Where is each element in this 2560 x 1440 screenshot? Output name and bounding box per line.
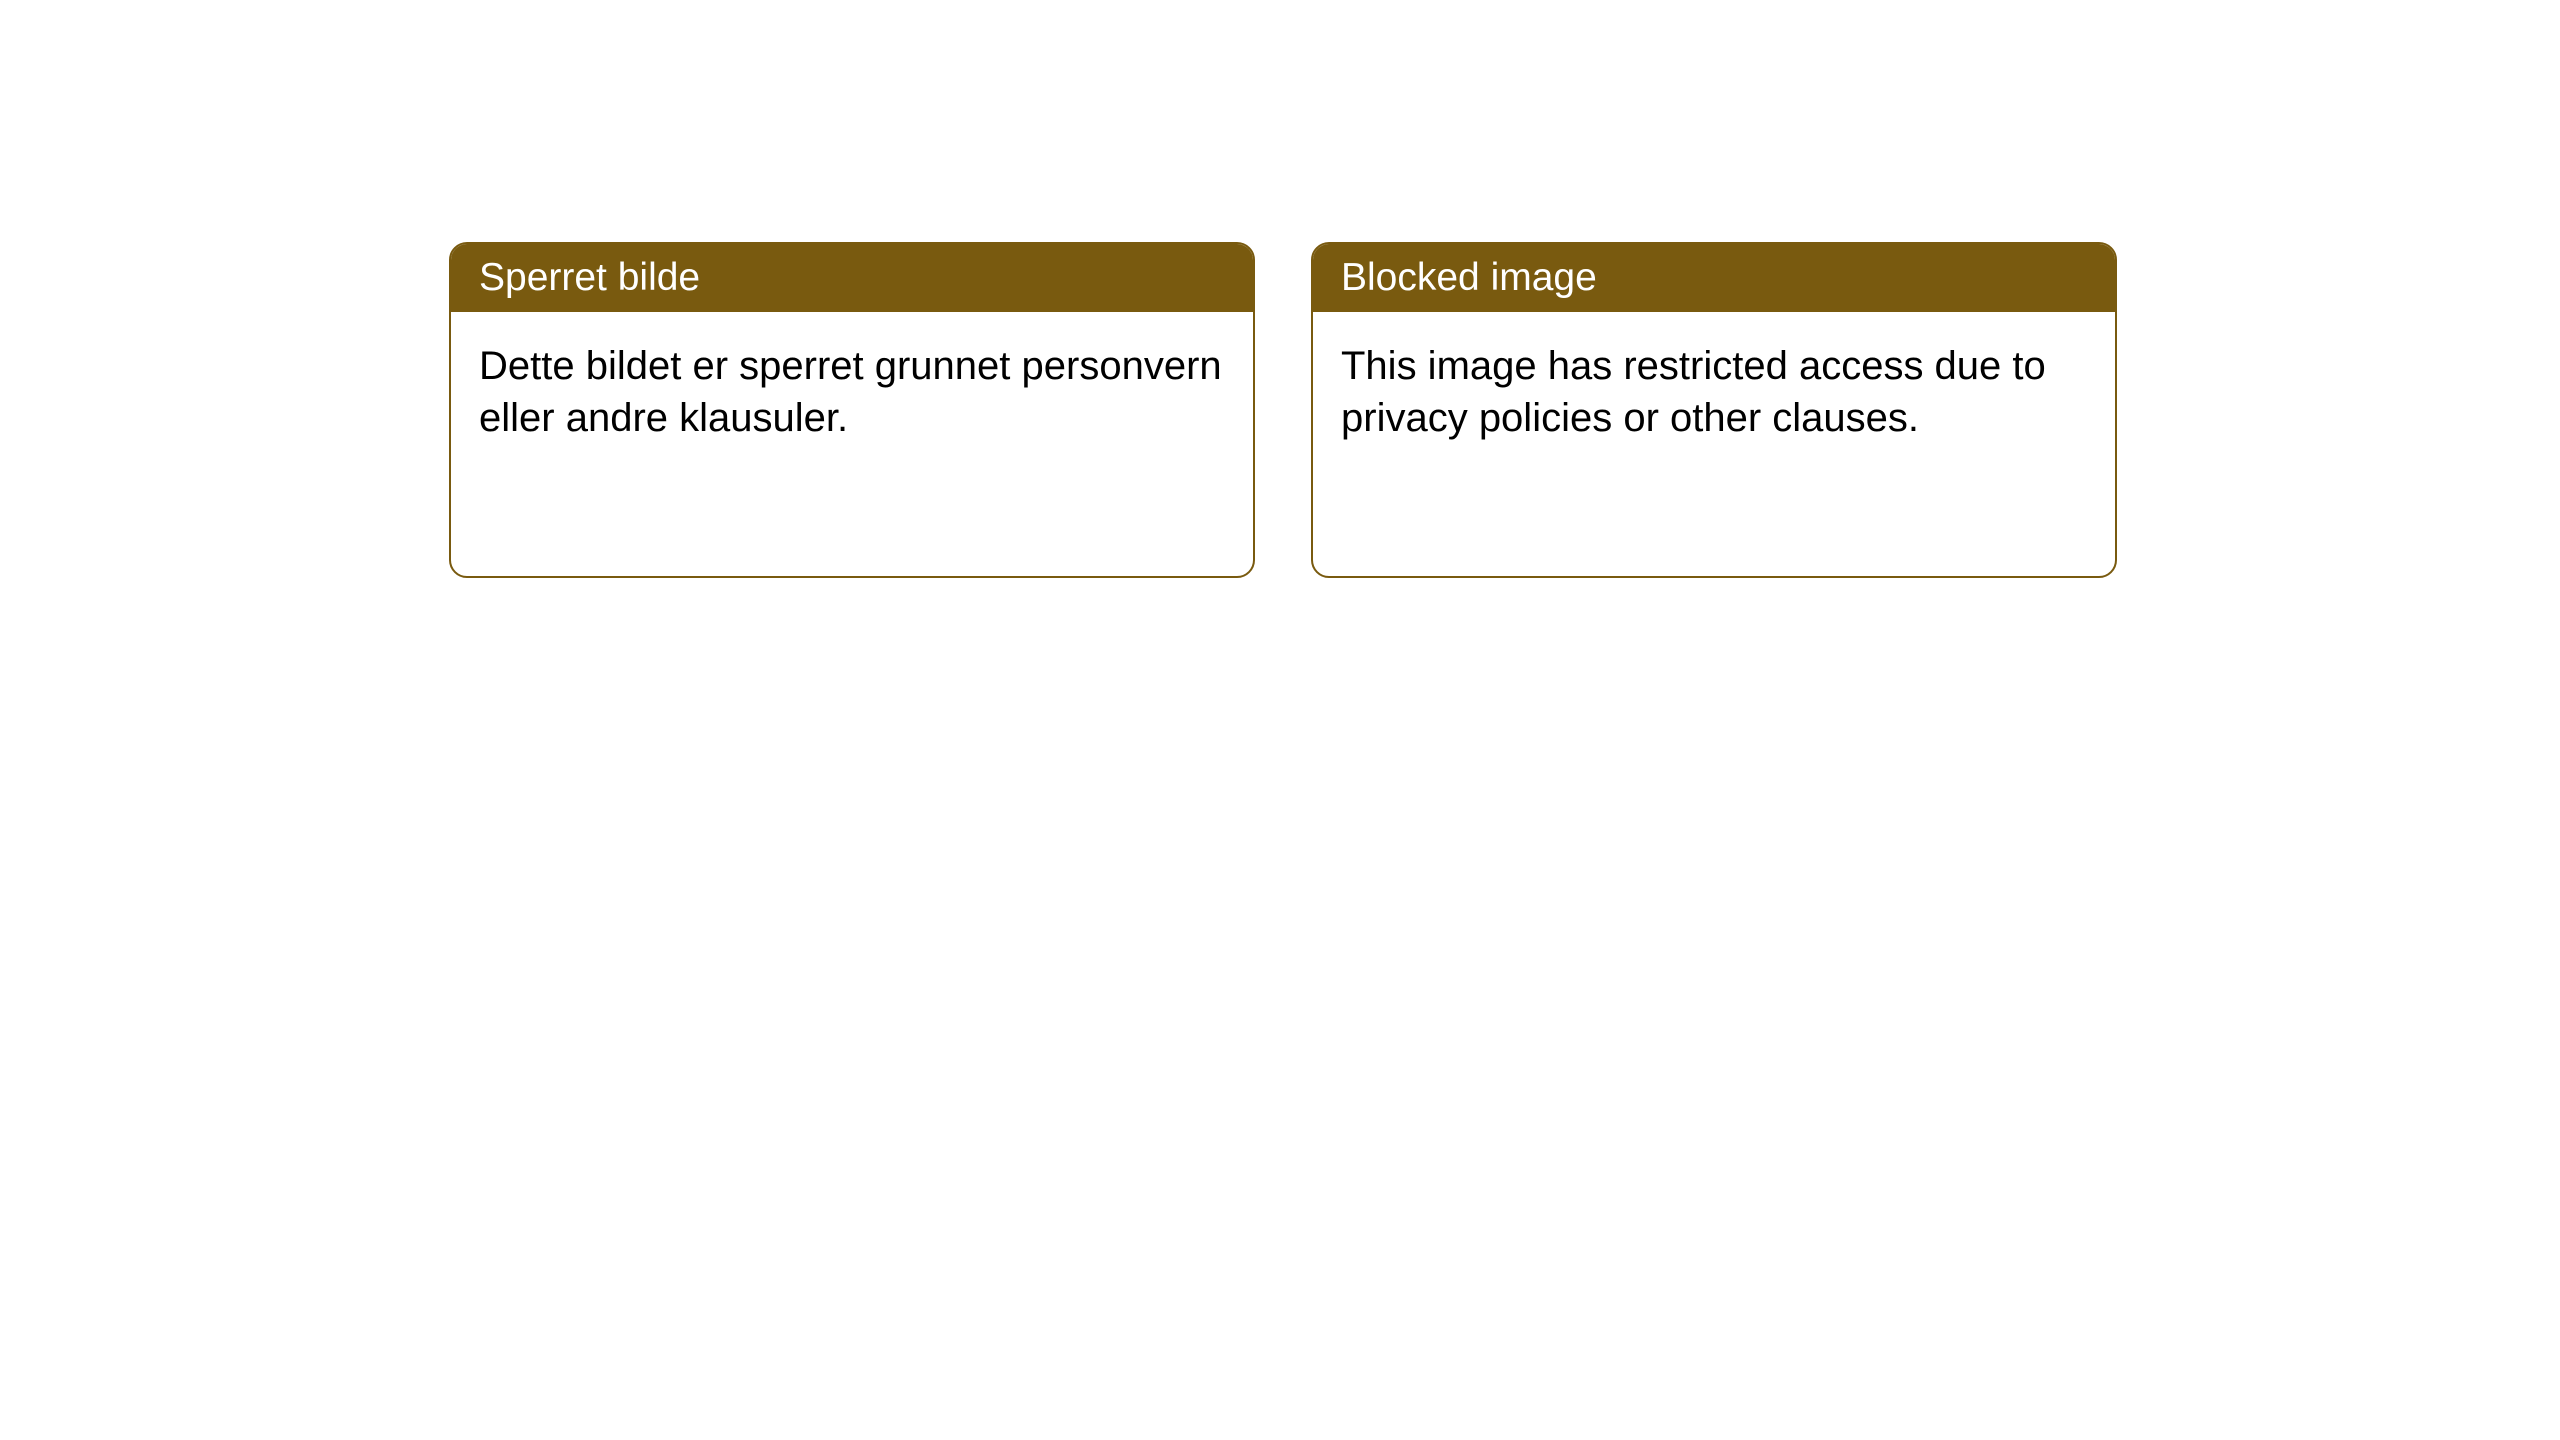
notice-card-english: Blocked image This image has restricted … — [1311, 242, 2117, 578]
notice-card-norwegian: Sperret bilde Dette bildet er sperret gr… — [449, 242, 1255, 578]
notice-title: Blocked image — [1341, 256, 1597, 299]
notice-body: Dette bildet er sperret grunnet personve… — [451, 312, 1253, 472]
notice-header: Blocked image — [1313, 244, 2115, 312]
notices-container: Sperret bilde Dette bildet er sperret gr… — [449, 242, 2117, 578]
notice-header: Sperret bilde — [451, 244, 1253, 312]
notice-title: Sperret bilde — [479, 256, 700, 299]
notice-body-text: This image has restricted access due to … — [1341, 344, 2046, 440]
notice-body-text: Dette bildet er sperret grunnet personve… — [479, 344, 1222, 440]
notice-body: This image has restricted access due to … — [1313, 312, 2115, 472]
